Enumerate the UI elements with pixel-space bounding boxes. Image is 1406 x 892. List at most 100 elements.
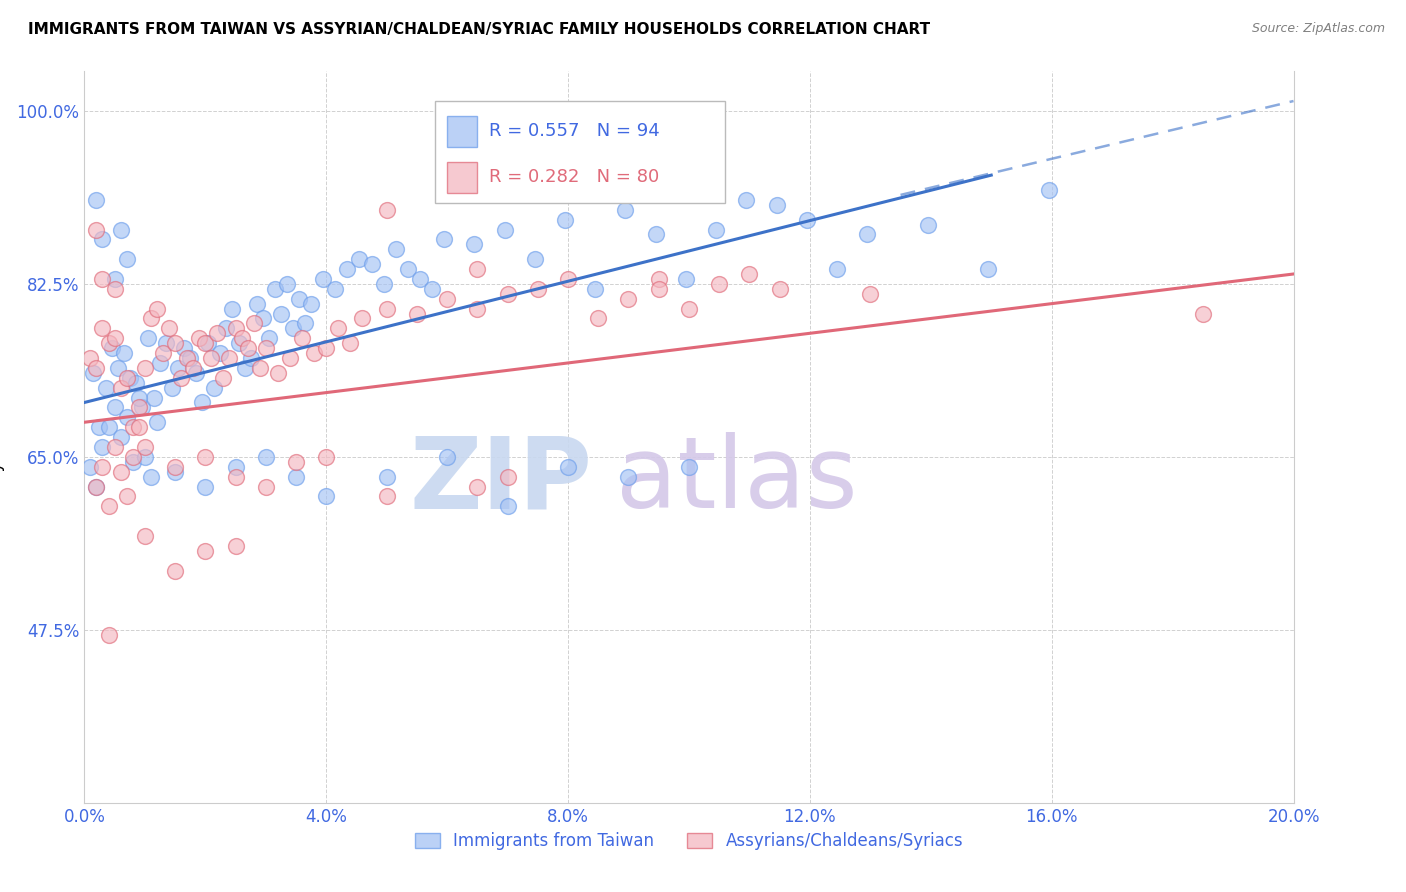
Point bbox=[139, 311, 162, 326]
Point bbox=[104, 282, 127, 296]
Point bbox=[200, 351, 222, 365]
Point bbox=[146, 301, 169, 316]
Point bbox=[315, 489, 337, 503]
Point bbox=[110, 381, 132, 395]
Point bbox=[115, 410, 138, 425]
Point bbox=[165, 564, 187, 578]
Point bbox=[191, 395, 214, 409]
Point bbox=[315, 450, 337, 464]
Point bbox=[194, 450, 217, 464]
Point bbox=[349, 252, 371, 267]
Point bbox=[299, 296, 322, 310]
Point bbox=[228, 336, 250, 351]
Point bbox=[79, 459, 101, 474]
Point bbox=[436, 450, 458, 464]
Point bbox=[285, 455, 308, 469]
Point bbox=[104, 272, 127, 286]
Point bbox=[765, 198, 787, 212]
Point bbox=[769, 282, 792, 296]
Point bbox=[115, 252, 138, 267]
Point bbox=[89, 420, 111, 434]
Point bbox=[221, 301, 243, 316]
Point bbox=[100, 341, 122, 355]
Point bbox=[557, 459, 579, 474]
Point bbox=[859, 286, 882, 301]
Point bbox=[231, 331, 253, 345]
Point bbox=[617, 469, 640, 483]
Point bbox=[215, 321, 238, 335]
Point bbox=[86, 479, 108, 493]
Point bbox=[86, 193, 108, 207]
Point bbox=[152, 346, 174, 360]
Point bbox=[467, 301, 489, 316]
Point bbox=[134, 360, 156, 375]
Text: Source: ZipAtlas.com: Source: ZipAtlas.com bbox=[1251, 22, 1385, 36]
Point bbox=[194, 336, 217, 351]
Point bbox=[91, 272, 114, 286]
Point bbox=[494, 222, 516, 236]
Point bbox=[288, 292, 311, 306]
Point bbox=[856, 227, 879, 242]
Point bbox=[527, 282, 550, 296]
Point bbox=[588, 311, 610, 326]
Point bbox=[82, 366, 104, 380]
Point bbox=[246, 296, 269, 310]
Point bbox=[91, 232, 114, 246]
Point bbox=[1192, 306, 1215, 320]
Text: ZIP: ZIP bbox=[409, 433, 592, 530]
Point bbox=[218, 351, 240, 365]
Point bbox=[339, 336, 361, 351]
Point bbox=[523, 252, 546, 267]
Point bbox=[197, 336, 219, 351]
Point bbox=[735, 193, 758, 207]
Point bbox=[97, 628, 120, 642]
Point bbox=[263, 282, 285, 296]
Point bbox=[128, 401, 150, 415]
Point bbox=[375, 489, 398, 503]
Point bbox=[97, 420, 120, 434]
Point bbox=[617, 292, 640, 306]
Point bbox=[188, 331, 211, 345]
Point bbox=[678, 459, 700, 474]
Point bbox=[155, 336, 177, 351]
Point bbox=[207, 326, 229, 341]
Point bbox=[1038, 183, 1060, 197]
Point bbox=[212, 371, 235, 385]
Point bbox=[796, 212, 818, 227]
Point bbox=[97, 500, 120, 514]
Point bbox=[165, 459, 187, 474]
Point bbox=[709, 277, 731, 291]
Point bbox=[91, 440, 114, 454]
Point bbox=[97, 336, 120, 351]
Point bbox=[352, 311, 374, 326]
Point bbox=[165, 465, 187, 479]
Text: R = 0.282   N = 80: R = 0.282 N = 80 bbox=[489, 169, 659, 186]
Point bbox=[257, 331, 280, 345]
Point bbox=[554, 212, 576, 227]
Text: R = 0.557   N = 94: R = 0.557 N = 94 bbox=[489, 122, 661, 140]
Point bbox=[291, 331, 314, 345]
FancyBboxPatch shape bbox=[434, 101, 725, 203]
Point bbox=[121, 455, 143, 469]
Point bbox=[236, 341, 259, 355]
Text: IMMIGRANTS FROM TAIWAN VS ASSYRIAN/CHALDEAN/SYRIAC FAMILY HOUSEHOLDS CORRELATION: IMMIGRANTS FROM TAIWAN VS ASSYRIAN/CHALD… bbox=[28, 22, 931, 37]
Point bbox=[270, 306, 292, 320]
Point bbox=[436, 292, 458, 306]
Point bbox=[125, 376, 148, 390]
Point bbox=[825, 262, 848, 277]
Point bbox=[242, 317, 264, 331]
Point bbox=[225, 321, 247, 335]
Point bbox=[254, 479, 277, 493]
Bar bbox=[447, 116, 478, 146]
Point bbox=[225, 469, 247, 483]
Point bbox=[328, 321, 350, 335]
Point bbox=[115, 371, 138, 385]
Point bbox=[302, 346, 325, 360]
Point bbox=[467, 479, 489, 493]
Point bbox=[194, 479, 217, 493]
Point bbox=[104, 331, 127, 345]
Point bbox=[375, 301, 398, 316]
Point bbox=[165, 336, 187, 351]
Point bbox=[121, 450, 143, 464]
Point bbox=[276, 277, 298, 291]
